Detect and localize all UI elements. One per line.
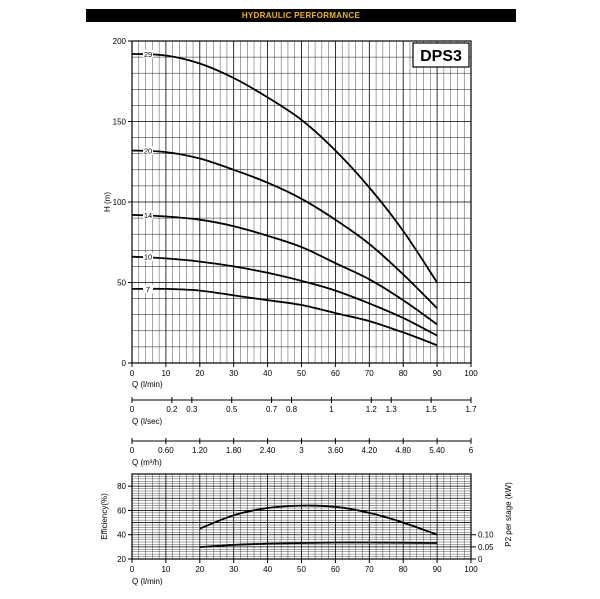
curve-label: 14: [144, 211, 152, 220]
curve-label-bg: [143, 210, 153, 219]
flow-lps-axis-label: Q (l/sec): [132, 417, 163, 426]
chart-header-title: HYDRAULIC PERFORMANCE: [86, 9, 516, 22]
flow-m3h-tick-label: 4.80: [395, 446, 411, 455]
x-tick-label: 80: [399, 565, 408, 574]
head-flow-chart: 0 50 100 150 200 0 10 20 30 40 50 60 70 80 90 100 Q (l/m…: [103, 37, 478, 389]
flow-m3h-tick-label: 0.60: [158, 446, 174, 455]
power-curve: [199, 541, 438, 548]
x-tick-label: 40: [263, 369, 272, 378]
flow-m3h-tick-label: 3.60: [328, 446, 344, 455]
x-tick-label: 50: [297, 565, 306, 574]
flow-m3h-axis-label: Q (m³/h): [132, 458, 162, 467]
x-tick-label: 60: [331, 565, 340, 574]
x-tick-label: 20: [195, 369, 204, 378]
x-tick-label: 40: [263, 565, 272, 574]
curve-label-bg: [143, 284, 153, 293]
x-tick-label: 50: [297, 369, 306, 378]
x-tick-label: 90: [433, 369, 442, 378]
x-axis-label: Q (l/min): [132, 577, 163, 586]
x-tick-label: 0: [130, 369, 135, 378]
y-tick-label: 150: [113, 118, 127, 127]
flow-m3h-tick-label: 1.20: [192, 446, 208, 455]
y-tick-label: 100: [113, 198, 127, 207]
y-axis-label: H (m): [103, 192, 112, 212]
flow-m3h-tick-label: 3: [299, 446, 304, 455]
flow-lps-axis: 0 0.2 0.3 0.5 0.7 0.8 1 1.2 1.3 1.5 1.7 Q (l/sec): [130, 397, 477, 426]
flow-lps-tick-label: 1.3: [386, 405, 398, 414]
x-tick-label: 80: [399, 369, 408, 378]
flow-lps-tick-label: 0.3: [186, 405, 198, 414]
y2-tick-label: 0.10: [478, 531, 494, 540]
y2-axis-label: P2 per stage (kW): [504, 482, 513, 547]
x-tick-label: 90: [433, 565, 442, 574]
y-tick-label: 80: [117, 482, 126, 491]
curve-stages-10: [131, 255, 438, 337]
curve-label: 29: [144, 50, 152, 59]
flow-m3h-axis: 0 0.60 1.20 1.80 2.40 3 3.60 4.20 4.80 5.40 6 Q (m³…: [130, 438, 474, 467]
flow-m3h-tick-label: 0: [130, 446, 135, 455]
curve-stages-20: [131, 149, 438, 309]
curve-label-bg: [143, 146, 153, 155]
flow-lps-tick-label: 1.2: [366, 405, 378, 414]
x-tick-label: 100: [464, 565, 478, 574]
flow-lps-tick-label: 0.7: [266, 405, 278, 414]
x-tick-label: 70: [365, 369, 374, 378]
flow-lps-tick-label: 0.2: [166, 405, 178, 414]
curve-label-bg: [143, 49, 153, 58]
flow-lps-tick-label: 0: [130, 405, 135, 414]
curve-stages-7: [131, 287, 438, 347]
flow-m3h-tick-label: 6: [469, 446, 474, 455]
flow-m3h-tick-label: 2.40: [260, 446, 276, 455]
y-tick-label: 200: [113, 37, 127, 46]
flow-lps-tick-label: 0.5: [226, 405, 238, 414]
y-tick-label: 50: [117, 279, 126, 288]
y-tick-label: 20: [117, 555, 126, 564]
y-tick-label: 60: [117, 506, 126, 515]
x-axis-label: Q (l/min): [132, 380, 163, 389]
model-label: DPS3: [420, 48, 462, 65]
x-tick-label: 70: [365, 565, 374, 574]
curve-stages-29: [131, 53, 438, 283]
x-tick-label: 20: [195, 565, 204, 574]
model-label-box: [412, 42, 470, 68]
y2-tick-label: 0.05: [478, 543, 494, 552]
y-tick-label: 0: [122, 359, 127, 368]
flow-m3h-tick-label: 1.80: [226, 446, 242, 455]
curve-label: 10: [144, 253, 152, 262]
efficiency-curve: [199, 504, 438, 536]
y-axis-label: Efficiency(%): [100, 493, 109, 540]
flow-lps-tick-label: 0.8: [286, 405, 298, 414]
flow-lps-tick-label: 1.7: [465, 405, 477, 414]
x-tick-label: 10: [161, 565, 170, 574]
x-tick-label: 30: [229, 565, 238, 574]
x-tick-label: 0: [130, 565, 135, 574]
y-tick-label: 40: [117, 531, 126, 540]
x-tick-label: 30: [229, 369, 238, 378]
x-tick-label: 100: [464, 369, 478, 378]
curve-label: 7: [146, 285, 150, 294]
curve-stages-14: [131, 214, 438, 326]
y2-tick-label: 0: [478, 555, 483, 564]
x-tick-label: 10: [161, 369, 170, 378]
x-tick-label: 60: [331, 369, 340, 378]
flow-m3h-tick-label: 4.20: [362, 446, 378, 455]
flow-m3h-tick-label: 5.40: [429, 446, 445, 455]
flow-lps-tick-label: 1: [329, 405, 334, 414]
curve-label: 20: [144, 146, 152, 155]
curve-label-bg: [143, 252, 153, 261]
flow-lps-tick-label: 1.5: [426, 405, 438, 414]
efficiency-power-chart: 20 40 60 80 0 10 20 30 40 50 60 70 80 90 100 Q (l/min) E…: [100, 473, 513, 586]
